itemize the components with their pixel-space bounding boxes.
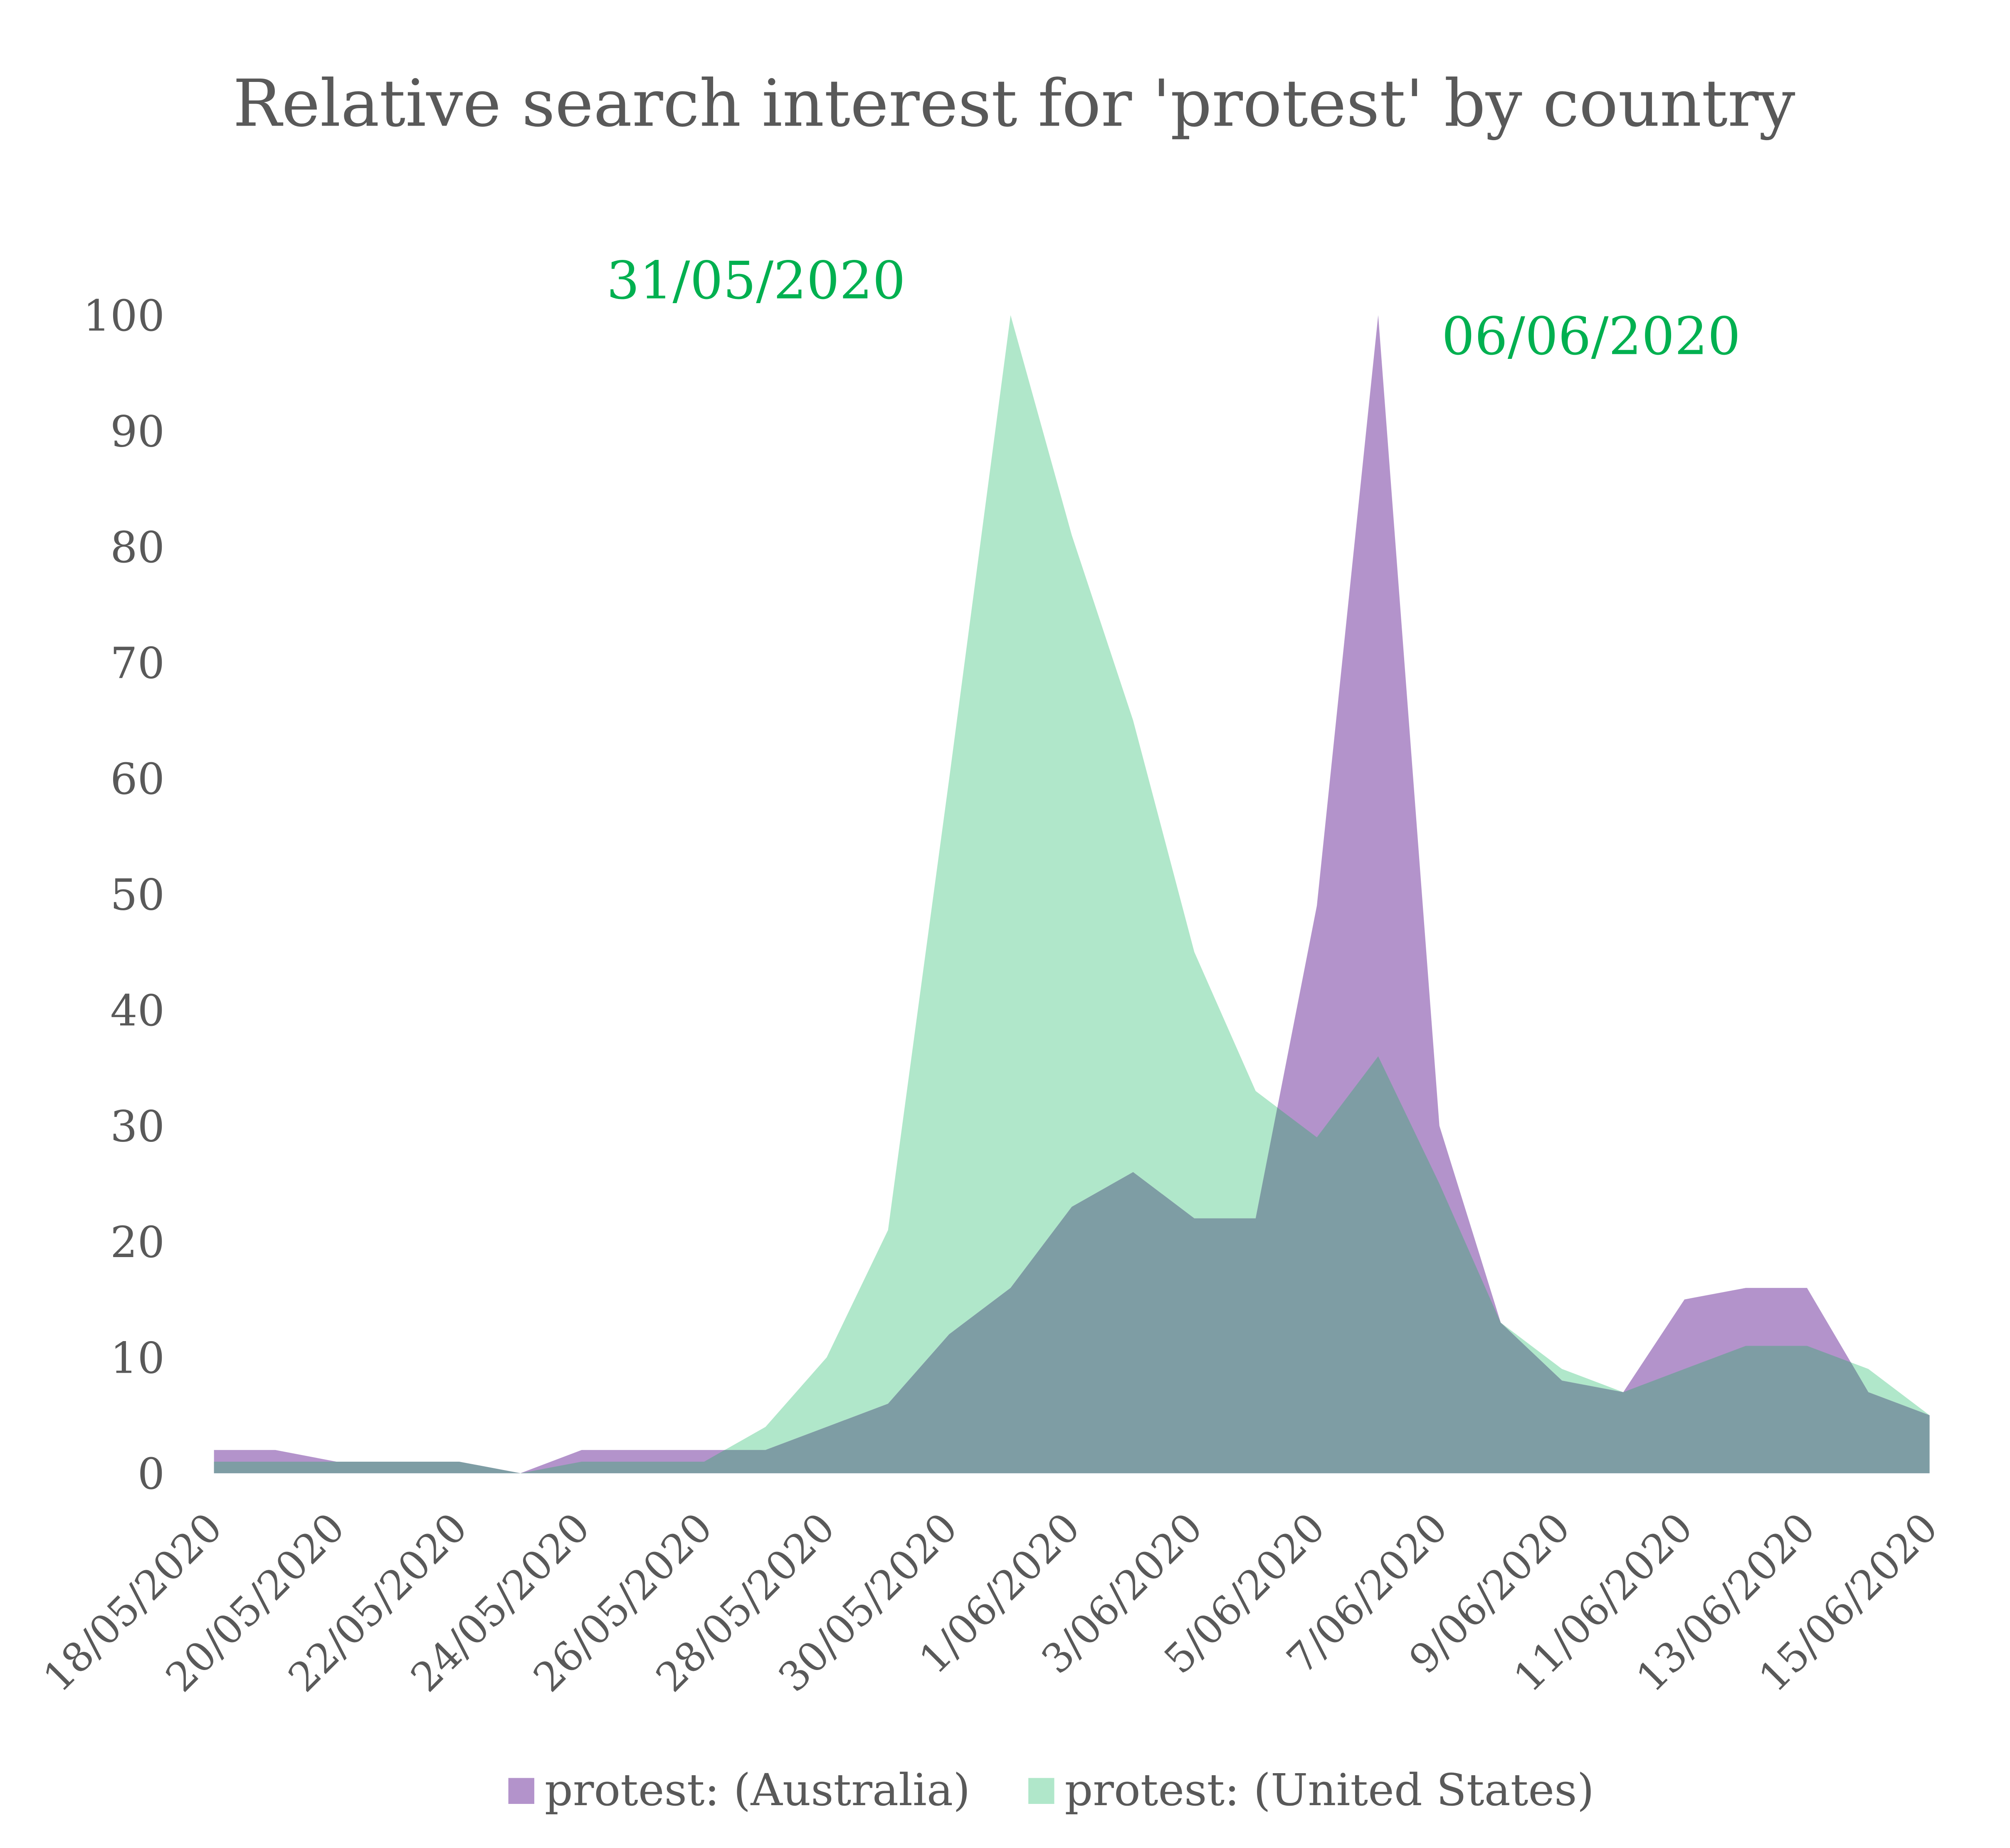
legend: protest: (Australia) protest: (United St… [508,1765,1594,1816]
legend-label-us: protest: (United States) [1064,1765,1594,1816]
legend-swatch-australia [508,1778,534,1804]
area-united-states [214,315,1930,1473]
plot-area [214,315,1930,1473]
y-axis: 0 10 20 30 40 50 60 70 80 90 100 [83,291,165,1499]
x-axis: 18/05/202020/05/202022/05/202024/05/2020… [34,1504,1947,1701]
y-tick-label: 0 [138,1449,165,1499]
legend-swatch-us [1028,1778,1054,1804]
y-tick-label: 40 [110,986,165,1036]
annotation-au-peak: 06/06/2020 [1442,306,1741,366]
y-tick-label: 10 [110,1334,165,1384]
y-tick-label: 60 [110,754,165,804]
y-tick-label: 70 [110,639,165,689]
y-tick-label: 100 [83,291,165,341]
y-tick-label: 90 [110,407,165,457]
y-tick-label: 20 [110,1218,165,1267]
legend-label-australia: protest: (Australia) [545,1765,970,1816]
y-tick-label: 80 [110,523,165,573]
y-tick-label: 30 [110,1102,165,1152]
y-tick-label: 50 [110,870,165,920]
annotation-us-peak: 31/05/2020 [607,250,906,311]
area-overlap [214,1056,1930,1473]
chart-title: Relative search interest for 'protest' b… [233,66,1795,141]
